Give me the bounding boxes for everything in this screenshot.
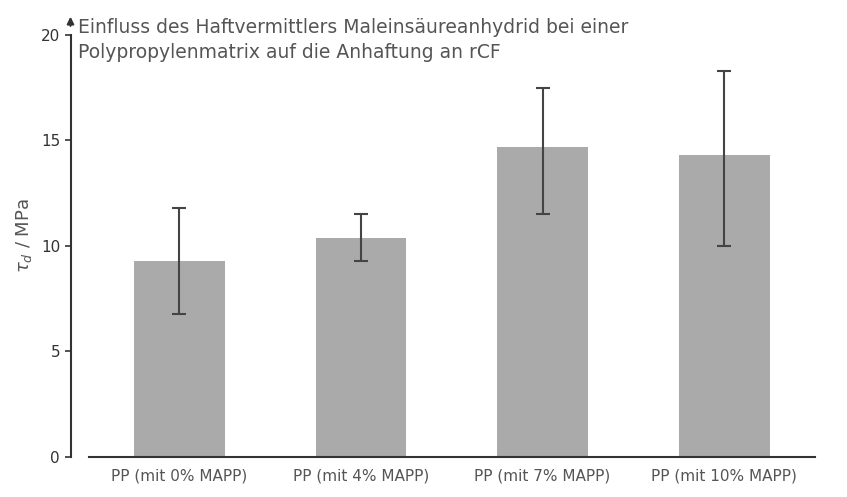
Bar bbox=[316, 238, 407, 457]
Bar bbox=[134, 261, 224, 457]
Text: Einfluss des Haftvermittlers Maleinsäureanhydrid bei einer
Polypropylenmatrix au: Einfluss des Haftvermittlers Maleinsäure… bbox=[78, 18, 628, 62]
Y-axis label: $\tau_d$ / MPa: $\tau_d$ / MPa bbox=[14, 198, 34, 273]
Bar bbox=[678, 155, 770, 457]
Bar bbox=[497, 147, 588, 457]
